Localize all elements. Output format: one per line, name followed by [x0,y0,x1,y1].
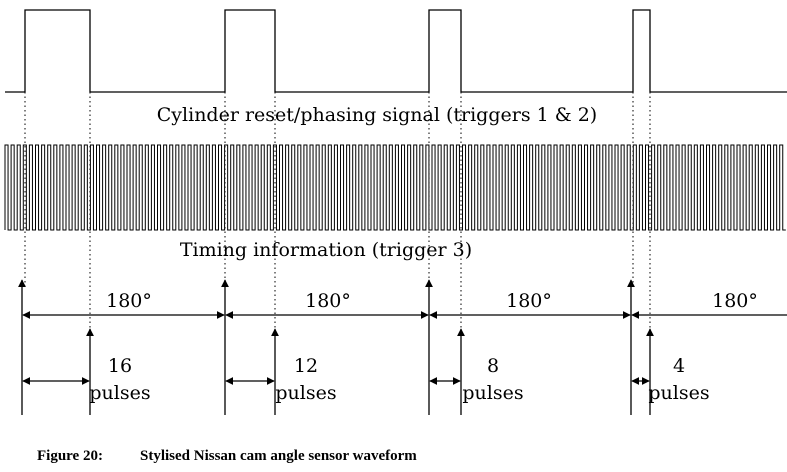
section-3-angle: 180° [506,290,552,312]
section-4-pulse-count: 4 [673,355,685,377]
section-3-pulse-count: 8 [487,355,499,377]
section-3-pulses-word: pulses [462,382,523,404]
section-1-pulse-count: 16 [108,355,132,377]
figure-caption: Stylised Nissan cam angle sensor wavefor… [140,448,417,464]
reset-signal-trace [5,9,787,93]
reset-phasing-waveform [5,9,787,93]
section-1-pulses-word: pulses [89,382,150,404]
timing-pulse-train [4,144,786,231]
section-4-pulses-word: pulses [648,382,709,404]
timing-signal-label: Timing information (trigger 3) [180,239,472,261]
figure-number: Figure 20: [37,448,103,464]
timing-pulse-trace [4,144,786,231]
trigger-markers [18,279,787,415]
reset-signal-label: Cylinder reset/phasing signal (triggers … [157,104,597,126]
section-1-angle: 180° [106,290,152,312]
section-4-angle: 180° [712,290,758,312]
section-2-pulse-count: 12 [294,355,318,377]
dotted-guide-lines [24,92,651,335]
section-2-angle: 180° [305,290,351,312]
section-2-pulses-word: pulses [275,382,336,404]
